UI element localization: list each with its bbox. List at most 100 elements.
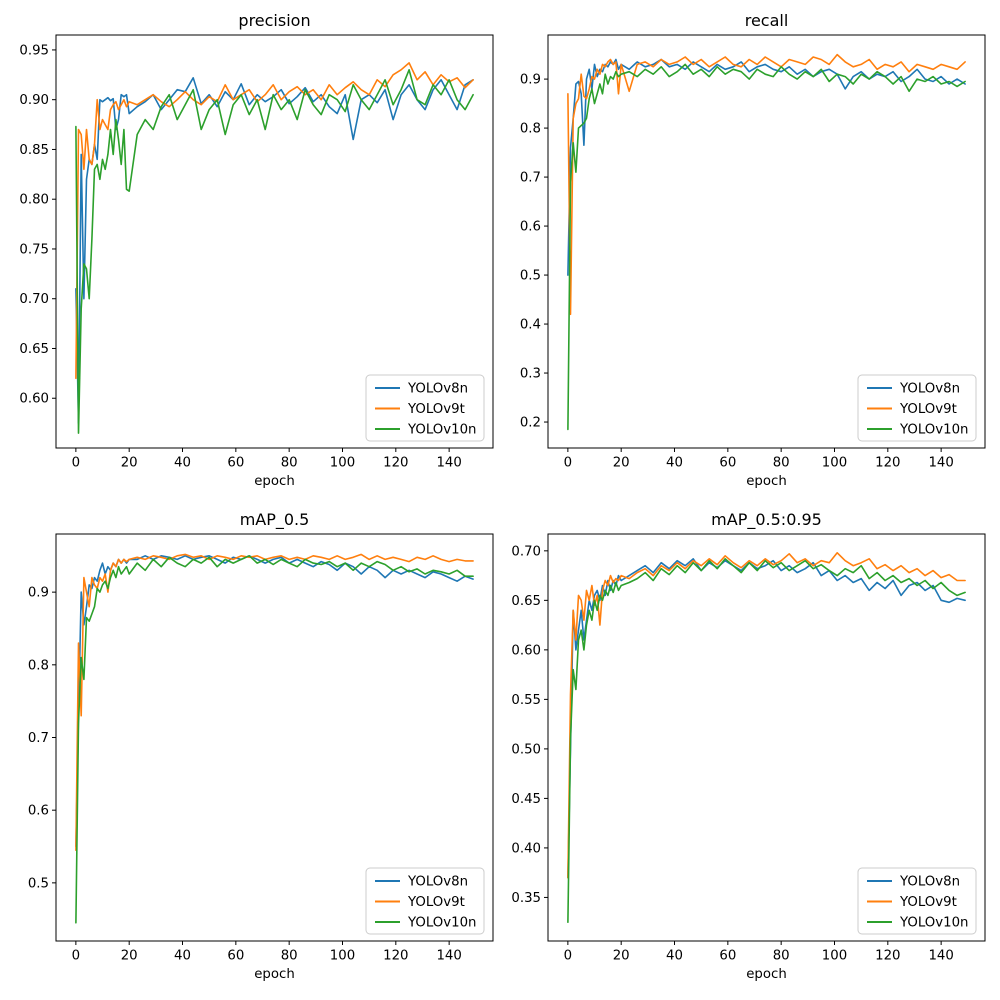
y-tick-label: 0.60 [19, 392, 49, 407]
axes-frame [547, 533, 986, 942]
legend: YOLOv8n YOLOv9t YOLOv10n [857, 374, 977, 442]
x-tick-label: 60 [227, 456, 244, 471]
y-tick-label: 0.65 [511, 594, 541, 609]
x-tick-label: 40 [666, 456, 683, 471]
x-tick-label: 140 [436, 949, 461, 964]
x-tick-label: 120 [875, 456, 900, 471]
series-line-yolov10n [75, 69, 474, 434]
y-tick-label: 0.55 [511, 693, 541, 708]
x-tick-label: 120 [383, 949, 408, 964]
x-tick-label: 140 [436, 456, 461, 471]
axes-frame [55, 34, 494, 449]
x-tick-label: 80 [773, 456, 790, 471]
subplot-recall: recall epoch 0 20 40 60 80 100 120 140 0.2 0.3 0.4 0.… [520, 11, 986, 489]
series-line-yolov9t [75, 553, 474, 852]
series-line-yolov10n [75, 554, 474, 924]
y-tick-label: 0.70 [19, 292, 49, 307]
y-tick-label: 0.5 [28, 876, 49, 891]
legend-label-yolov9t: YOLOv9t [407, 402, 465, 417]
y-tick-label: 0.70 [511, 544, 541, 559]
x-tick-label: 100 [822, 949, 847, 964]
x-tick-label: 140 [928, 949, 953, 964]
x-tick-label: 60 [719, 456, 736, 471]
y-tick-label: 0.3 [520, 367, 541, 382]
y-tick-label: 0.65 [19, 342, 49, 357]
x-tick-label: 20 [121, 949, 138, 964]
x-tick-label: 40 [174, 949, 191, 964]
legend-label-yolov10n: YOLOv10n [899, 423, 968, 438]
x-tick-label: 140 [928, 456, 953, 471]
series-line-yolov8n [75, 77, 474, 424]
legend-box [857, 374, 977, 442]
series-line-yolov10n [567, 557, 966, 924]
subplot-precision: precision epoch 0 20 40 60 80 100 120 140 0.60 0.65… [19, 11, 494, 489]
x-tick-label: 0 [72, 949, 80, 964]
y-tick-label: 0.95 [19, 43, 49, 58]
x-axis-label: epoch [254, 474, 295, 489]
chart-title: precision [238, 11, 310, 30]
chart-title: recall [745, 11, 789, 30]
y-tick-label: 0.6 [28, 804, 49, 819]
x-tick-label: 80 [281, 949, 298, 964]
y-tick-label: 0.60 [511, 643, 541, 658]
axes-frame [547, 34, 986, 449]
x-tick-label: 120 [875, 949, 900, 964]
y-tick-label: 0.80 [19, 193, 49, 208]
legend-box [365, 867, 485, 935]
y-tick-label: 0.2 [520, 416, 541, 431]
series-line-yolov9t [567, 53, 966, 316]
x-tick-label: 20 [613, 456, 630, 471]
x-tick-label: 120 [383, 456, 408, 471]
x-tick-label: 40 [666, 949, 683, 964]
legend: YOLOv8n YOLOv9t YOLOv10n [365, 867, 485, 935]
x-tick-label: 100 [330, 456, 355, 471]
series-line-yolov8n [75, 554, 474, 848]
x-tick-label: 80 [773, 949, 790, 964]
legend-label-yolov8n: YOLOv8n [899, 382, 960, 397]
legend-label-yolov10n: YOLOv10n [407, 423, 476, 438]
x-axis-label: epoch [254, 967, 295, 982]
legend-label-yolov8n: YOLOv8n [407, 875, 468, 890]
series-line-yolov10n [567, 63, 966, 431]
legend-label-yolov9t: YOLOv9t [899, 895, 957, 910]
y-tick-label: 0.6 [520, 220, 541, 235]
x-tick-label: 60 [719, 949, 736, 964]
x-tick-label: 0 [72, 456, 80, 471]
legend-label-yolov9t: YOLOv9t [407, 895, 465, 910]
x-tick-label: 100 [822, 456, 847, 471]
y-tick-label: 0.90 [19, 93, 49, 108]
y-tick-label: 0.40 [511, 841, 541, 856]
y-tick-label: 0.85 [19, 143, 49, 158]
x-tick-label: 80 [281, 456, 298, 471]
y-tick-label: 0.35 [511, 891, 541, 906]
legend-label-yolov9t: YOLOv9t [899, 402, 957, 417]
y-tick-label: 0.50 [511, 742, 541, 757]
chart-title: mAP_0.5 [240, 510, 310, 530]
x-tick-label: 20 [121, 456, 138, 471]
legend-box [857, 867, 977, 935]
x-tick-label: 20 [613, 949, 630, 964]
legend: YOLOv8n YOLOv9t YOLOv10n [365, 374, 485, 442]
series-line-yolov9t [75, 62, 474, 380]
y-tick-label: 0.8 [28, 658, 49, 673]
x-tick-label: 0 [564, 456, 572, 471]
y-tick-label: 0.9 [28, 586, 49, 601]
legend-label-yolov10n: YOLOv10n [899, 916, 968, 931]
x-axis-label: epoch [746, 474, 787, 489]
legend-label-yolov8n: YOLOv8n [899, 875, 960, 890]
legend-box [365, 374, 485, 442]
legend: YOLOv8n YOLOv9t YOLOv10n [857, 867, 977, 935]
y-tick-label: 0.45 [511, 792, 541, 807]
y-tick-label: 0.8 [520, 122, 541, 137]
y-tick-label: 0.5 [520, 269, 541, 284]
x-tick-label: 0 [564, 949, 572, 964]
y-tick-label: 0.9 [520, 73, 541, 88]
legend-label-yolov10n: YOLOv10n [407, 916, 476, 931]
x-axis-label: epoch [746, 967, 787, 982]
x-tick-label: 60 [227, 949, 244, 964]
chart-title: mAP_0.5:0.95 [711, 510, 822, 530]
y-tick-label: 0.7 [28, 731, 49, 746]
